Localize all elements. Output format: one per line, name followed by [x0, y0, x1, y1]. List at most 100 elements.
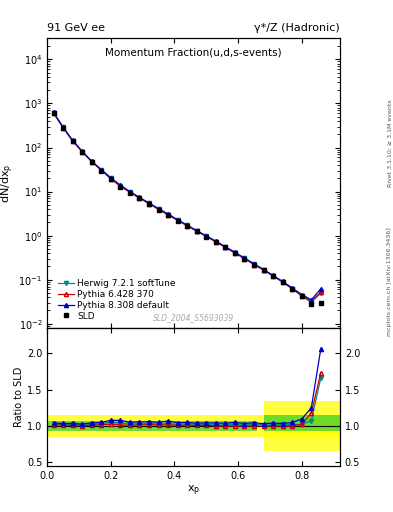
SLD: [299, 293, 304, 300]
Pythia 6.428 370: [204, 233, 209, 240]
Pythia 6.428 370: [252, 262, 256, 268]
SLD: [99, 167, 104, 174]
SLD: [233, 250, 237, 256]
Text: γ*/Z (Hadronic): γ*/Z (Hadronic): [254, 23, 340, 33]
Pythia 8.308 default: [156, 205, 161, 211]
Herwig 7.2.1 softTune: [185, 222, 189, 228]
SLD: [108, 176, 113, 182]
Line: Pythia 8.308 default: Pythia 8.308 default: [51, 111, 323, 302]
Text: Rivet 3.1.10; ≥ 3.1M events: Rivet 3.1.10; ≥ 3.1M events: [387, 99, 392, 187]
Herwig 7.2.1 softTune: [233, 250, 237, 256]
SLD: [166, 212, 171, 218]
Pythia 6.428 370: [118, 183, 123, 189]
SLD: [280, 279, 285, 285]
Line: SLD: SLD: [51, 111, 323, 307]
Herwig 7.2.1 softTune: [252, 261, 256, 267]
Herwig 7.2.1 softTune: [61, 124, 65, 131]
Herwig 7.2.1 softTune: [51, 110, 56, 116]
SLD: [147, 201, 151, 207]
Pythia 6.428 370: [261, 267, 266, 273]
Text: mcplots.cern.ch [arXiv:1306.3436]: mcplots.cern.ch [arXiv:1306.3436]: [387, 227, 392, 336]
Pythia 6.428 370: [80, 148, 84, 155]
Pythia 6.428 370: [242, 255, 247, 262]
SLD: [175, 218, 180, 224]
Herwig 7.2.1 softTune: [166, 211, 171, 218]
SLD: [61, 125, 65, 131]
SLD: [156, 206, 161, 212]
Pythia 8.308 default: [233, 249, 237, 255]
Herwig 7.2.1 softTune: [290, 286, 295, 292]
SLD: [204, 233, 209, 240]
Herwig 7.2.1 softTune: [213, 239, 218, 245]
Pythia 6.428 370: [137, 195, 142, 201]
Herwig 7.2.1 softTune: [242, 255, 247, 262]
Pythia 8.308 default: [309, 296, 314, 303]
Pythia 6.428 370: [89, 159, 94, 165]
SLD: [89, 159, 94, 165]
Pythia 8.308 default: [147, 200, 151, 206]
Pythia 8.308 default: [280, 279, 285, 285]
Pythia 6.428 370: [271, 273, 275, 279]
Herwig 7.2.1 softTune: [195, 228, 199, 234]
Text: Momentum Fraction(u,d,s-events): Momentum Fraction(u,d,s-events): [105, 47, 282, 57]
Pythia 8.308 default: [175, 217, 180, 223]
Herwig 7.2.1 softTune: [99, 167, 104, 173]
Pythia 8.308 default: [166, 211, 171, 217]
Pythia 6.428 370: [70, 138, 75, 144]
Pythia 8.308 default: [195, 227, 199, 233]
Pythia 6.428 370: [147, 201, 151, 207]
Pythia 8.308 default: [299, 291, 304, 297]
Pythia 8.308 default: [271, 272, 275, 279]
Pythia 8.308 default: [61, 124, 65, 130]
Herwig 7.2.1 softTune: [261, 267, 266, 273]
Line: Pythia 6.428 370: Pythia 6.428 370: [51, 111, 323, 303]
Pythia 8.308 default: [137, 194, 142, 200]
Herwig 7.2.1 softTune: [156, 206, 161, 212]
SLD: [271, 273, 275, 279]
Pythia 8.308 default: [185, 222, 189, 228]
SLD: [318, 300, 323, 306]
SLD: [80, 148, 84, 155]
SLD: [309, 301, 314, 307]
Pythia 6.428 370: [175, 217, 180, 223]
SLD: [128, 189, 132, 196]
Legend: Herwig 7.2.1 softTune, Pythia 6.428 370, Pythia 8.308 default, SLD: Herwig 7.2.1 softTune, Pythia 6.428 370,…: [57, 279, 176, 321]
Pythia 8.308 default: [252, 261, 256, 267]
Pythia 6.428 370: [61, 124, 65, 131]
Herwig 7.2.1 softTune: [147, 200, 151, 206]
SLD: [51, 110, 56, 116]
Pythia 8.308 default: [108, 175, 113, 181]
Herwig 7.2.1 softTune: [280, 279, 285, 285]
Pythia 8.308 default: [70, 137, 75, 143]
Line: Herwig 7.2.1 softTune: Herwig 7.2.1 softTune: [51, 111, 323, 305]
Herwig 7.2.1 softTune: [108, 175, 113, 181]
X-axis label: x$_\mathregular{p}$: x$_\mathregular{p}$: [187, 483, 200, 498]
Pythia 8.308 default: [80, 148, 84, 155]
Pythia 6.428 370: [195, 228, 199, 234]
SLD: [70, 138, 75, 144]
Pythia 6.428 370: [185, 223, 189, 229]
Pythia 6.428 370: [166, 212, 171, 218]
Pythia 8.308 default: [128, 188, 132, 195]
Pythia 8.308 default: [290, 285, 295, 291]
SLD: [213, 239, 218, 245]
SLD: [195, 228, 199, 234]
Herwig 7.2.1 softTune: [128, 189, 132, 195]
Herwig 7.2.1 softTune: [118, 183, 123, 189]
SLD: [223, 244, 228, 250]
Pythia 8.308 default: [51, 110, 56, 116]
SLD: [137, 196, 142, 202]
Herwig 7.2.1 softTune: [80, 148, 84, 155]
Pythia 6.428 370: [309, 298, 314, 304]
SLD: [118, 183, 123, 189]
Herwig 7.2.1 softTune: [70, 138, 75, 144]
Pythia 8.308 default: [204, 233, 209, 239]
Pythia 6.428 370: [223, 244, 228, 250]
Pythia 6.428 370: [213, 239, 218, 245]
Pythia 8.308 default: [213, 238, 218, 244]
SLD: [242, 255, 247, 262]
Pythia 6.428 370: [99, 167, 104, 174]
Pythia 8.308 default: [318, 286, 323, 292]
Text: SLD_2004_S5693039: SLD_2004_S5693039: [153, 313, 234, 322]
Herwig 7.2.1 softTune: [137, 195, 142, 201]
